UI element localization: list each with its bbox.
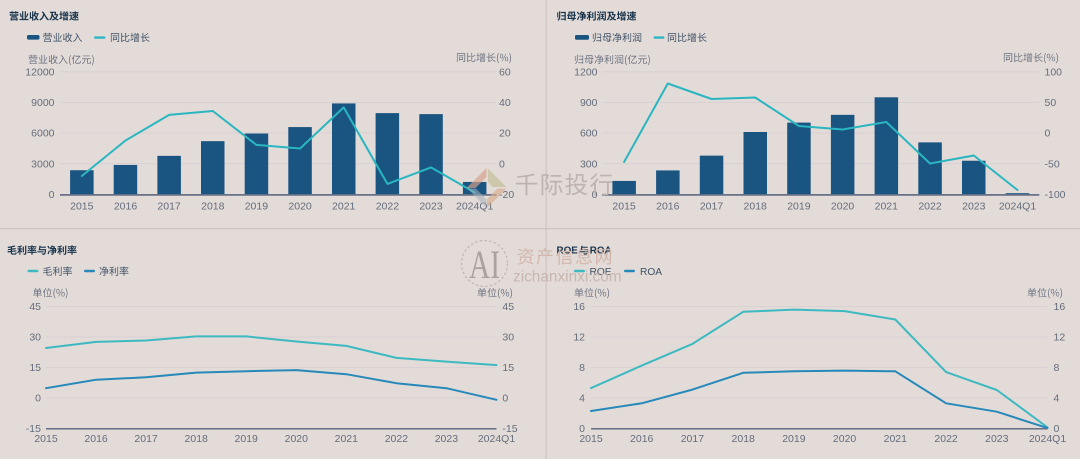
svg-text:8: 8 [579, 362, 585, 374]
svg-text:0: 0 [502, 393, 508, 405]
svg-text:ROA: ROA [590, 246, 612, 257]
svg-text:2023: 2023 [962, 200, 986, 212]
svg-text:30: 30 [502, 332, 514, 344]
svg-text:2021: 2021 [332, 200, 356, 212]
svg-text:4: 4 [579, 393, 585, 405]
svg-text:4: 4 [1054, 393, 1060, 405]
svg-text:2024Q1: 2024Q1 [999, 200, 1037, 212]
svg-text:16: 16 [1054, 301, 1066, 313]
svg-text:-100: -100 [1045, 189, 1066, 201]
svg-text:2018: 2018 [201, 200, 225, 212]
svg-text:600: 600 [580, 128, 598, 140]
svg-text:2015: 2015 [34, 433, 58, 445]
svg-text:zichanxinxi.com: zichanxinxi.com [513, 269, 622, 286]
svg-text:2022: 2022 [376, 200, 400, 212]
svg-text:9000: 9000 [31, 97, 55, 109]
svg-text:2023: 2023 [985, 433, 1009, 445]
svg-text:60: 60 [499, 67, 511, 79]
svg-text:6000: 6000 [31, 128, 55, 140]
svg-text:2017: 2017 [681, 433, 705, 445]
svg-text:2020: 2020 [285, 433, 309, 445]
svg-text:0: 0 [35, 393, 41, 405]
svg-text:15: 15 [502, 362, 514, 374]
svg-text:2018: 2018 [732, 433, 756, 445]
svg-text:2022: 2022 [934, 433, 958, 445]
svg-text:3000: 3000 [31, 158, 55, 170]
svg-text:-15: -15 [502, 423, 517, 435]
svg-text:2023: 2023 [435, 433, 459, 445]
svg-text:2015: 2015 [612, 200, 636, 212]
svg-text:2018: 2018 [185, 433, 209, 445]
svg-text:0: 0 [499, 158, 505, 170]
svg-text:2019: 2019 [235, 433, 259, 445]
svg-text:50: 50 [1045, 97, 1057, 109]
svg-text:300: 300 [580, 158, 598, 170]
svg-text:2019: 2019 [787, 200, 811, 212]
svg-text:40: 40 [499, 97, 511, 109]
svg-text:2022: 2022 [385, 433, 409, 445]
svg-text:2021: 2021 [335, 433, 359, 445]
svg-text:2017: 2017 [157, 200, 181, 212]
svg-text:2022: 2022 [918, 200, 942, 212]
svg-text:1200: 1200 [574, 67, 598, 79]
svg-text:2020: 2020 [833, 433, 857, 445]
svg-text:2016: 2016 [84, 433, 108, 445]
svg-text:2024Q1: 2024Q1 [478, 433, 516, 445]
svg-text:8: 8 [1054, 362, 1060, 374]
svg-text:15: 15 [29, 362, 41, 374]
svg-text:12000: 12000 [25, 67, 54, 79]
svg-text:45: 45 [502, 301, 514, 313]
svg-text:16: 16 [573, 301, 585, 313]
svg-text:AI: AI [469, 242, 500, 287]
svg-text:2015: 2015 [579, 433, 603, 445]
svg-text:2019: 2019 [782, 433, 806, 445]
svg-text:ROE: ROE [590, 267, 612, 278]
svg-text:12: 12 [1054, 332, 1066, 344]
svg-text:2021: 2021 [875, 200, 899, 212]
svg-text:-50: -50 [1045, 158, 1060, 170]
svg-text:2017: 2017 [700, 200, 724, 212]
svg-text:2020: 2020 [288, 200, 312, 212]
svg-text:2015: 2015 [70, 200, 94, 212]
svg-text:0: 0 [1054, 423, 1060, 435]
svg-text:2021: 2021 [884, 433, 908, 445]
svg-text:0: 0 [49, 189, 55, 201]
svg-text:2016: 2016 [630, 433, 654, 445]
svg-text:30: 30 [29, 332, 41, 344]
svg-text:2017: 2017 [134, 433, 158, 445]
svg-text:20: 20 [499, 128, 511, 140]
svg-text:ROA: ROA [640, 267, 662, 278]
svg-text:2016: 2016 [656, 200, 680, 212]
svg-text:900: 900 [580, 97, 598, 109]
svg-text:2016: 2016 [114, 200, 138, 212]
svg-text:0: 0 [579, 423, 585, 435]
svg-text:2023: 2023 [419, 200, 443, 212]
svg-text:2024Q1: 2024Q1 [1029, 433, 1067, 445]
svg-text:2019: 2019 [245, 200, 269, 212]
svg-text:45: 45 [29, 301, 41, 313]
svg-text:0: 0 [1045, 128, 1051, 140]
svg-text:100: 100 [1045, 67, 1063, 79]
svg-text:-15: -15 [26, 423, 41, 435]
svg-text:12: 12 [573, 332, 585, 344]
svg-text:2020: 2020 [831, 200, 855, 212]
svg-text:2018: 2018 [744, 200, 768, 212]
